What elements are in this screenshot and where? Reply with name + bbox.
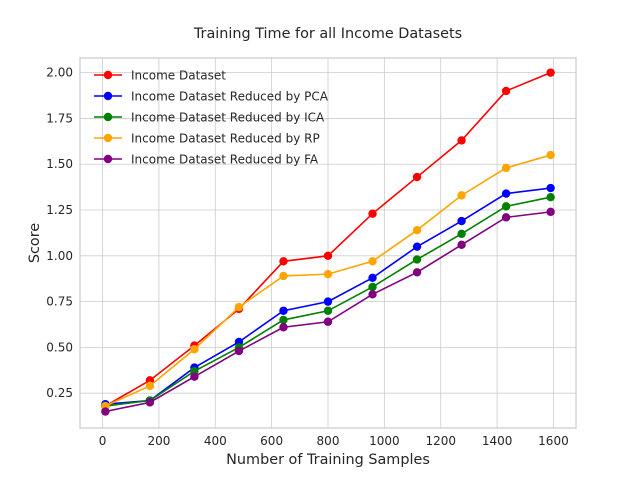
data-point <box>145 398 155 407</box>
data-point <box>368 290 377 299</box>
y-tick-label: 2.00 <box>46 66 73 80</box>
data-point <box>145 381 155 391</box>
y-tick-label: 0.75 <box>46 295 73 309</box>
data-point <box>190 372 199 381</box>
data-point <box>323 317 333 326</box>
y-tick-label: 1.00 <box>46 249 73 263</box>
data-point <box>412 242 422 251</box>
legend-label: Income Dataset <box>131 69 226 83</box>
y-tick-label: 1.25 <box>46 203 73 217</box>
data-point <box>457 240 466 250</box>
legend-marker <box>103 91 113 101</box>
x-axis-label: Number of Training Samples <box>226 452 430 468</box>
data-point <box>412 172 422 182</box>
data-point <box>412 255 422 264</box>
x-tick-label: 400 <box>204 434 227 448</box>
legend-marker <box>103 112 113 122</box>
data-point <box>501 163 511 173</box>
data-point <box>457 229 466 239</box>
data-point <box>368 282 377 292</box>
legend-label: Income Dataset Reduced by FA <box>131 153 319 167</box>
data-point <box>546 68 555 77</box>
data-point <box>279 323 288 332</box>
data-point <box>546 150 555 160</box>
y-tick-label: 1.75 <box>46 111 73 125</box>
x-tick-label: 1000 <box>369 434 400 448</box>
x-tick-label: 1200 <box>425 434 456 448</box>
series-group <box>101 68 555 416</box>
series-4 <box>101 150 555 411</box>
legend-marker <box>103 154 113 164</box>
legend-entry: Income Dataset Reduced by FA <box>94 153 319 167</box>
data-point <box>323 297 333 306</box>
x-tick-label: 1400 <box>482 434 513 448</box>
y-axis-label: Score <box>27 223 43 263</box>
data-point <box>368 273 377 283</box>
data-point <box>501 189 511 198</box>
data-point <box>368 209 377 218</box>
data-point <box>323 251 333 261</box>
legend-entry: Income Dataset Reduced by ICA <box>94 111 325 125</box>
data-point <box>457 136 466 145</box>
data-point <box>368 257 377 266</box>
x-tick-label: 800 <box>317 434 340 448</box>
chart-title: Training Time for all Income Datasets <box>193 26 462 42</box>
data-point <box>279 271 288 281</box>
y-tick-label: 0.25 <box>46 386 73 400</box>
legend: Income Dataset Income Dataset Reduced by … <box>94 69 329 167</box>
x-tick-label: 1600 <box>538 434 569 448</box>
data-point <box>501 202 511 211</box>
x-tick-label: 600 <box>260 434 283 448</box>
data-point <box>501 213 511 222</box>
data-point <box>279 306 288 315</box>
data-point <box>457 191 466 200</box>
data-point <box>279 257 288 266</box>
data-point <box>279 315 288 325</box>
y-tick-label: 1.50 <box>46 157 73 171</box>
data-point <box>323 306 333 315</box>
data-point <box>190 345 199 354</box>
legend-marker <box>103 133 113 143</box>
legend-label: Income Dataset Reduced by ICA <box>131 111 325 125</box>
legend-marker <box>103 70 113 80</box>
x-tick-label: 0 <box>99 434 107 448</box>
series-5 <box>101 207 555 416</box>
data-point <box>323 269 333 279</box>
data-point <box>501 86 511 96</box>
legend-entry: Income Dataset <box>94 69 226 83</box>
data-point <box>234 302 244 312</box>
grid <box>80 58 576 428</box>
data-point <box>412 225 422 235</box>
legend-label: Income Dataset Reduced by PCA <box>131 90 329 104</box>
data-point <box>546 207 555 217</box>
y-axis-ticks: 0.25 0.50 0.75 1.00 1.25 1.50 1.75 2.00 <box>46 66 73 401</box>
y-tick-label: 0.50 <box>46 340 73 354</box>
data-point <box>101 407 110 416</box>
x-tick-label: 200 <box>147 434 170 448</box>
data-point <box>234 346 244 356</box>
legend-entry: Income Dataset Reduced by RP <box>94 132 320 146</box>
data-point <box>546 183 555 193</box>
data-point <box>546 193 555 202</box>
legend-label: Income Dataset Reduced by RP <box>131 132 320 146</box>
x-axis-ticks: 0 200 400 600 800 1000 1200 1400 1600 <box>99 434 569 448</box>
legend-entry: Income Dataset Reduced by PCA <box>94 90 329 104</box>
data-point <box>457 216 466 226</box>
data-point <box>412 268 422 277</box>
